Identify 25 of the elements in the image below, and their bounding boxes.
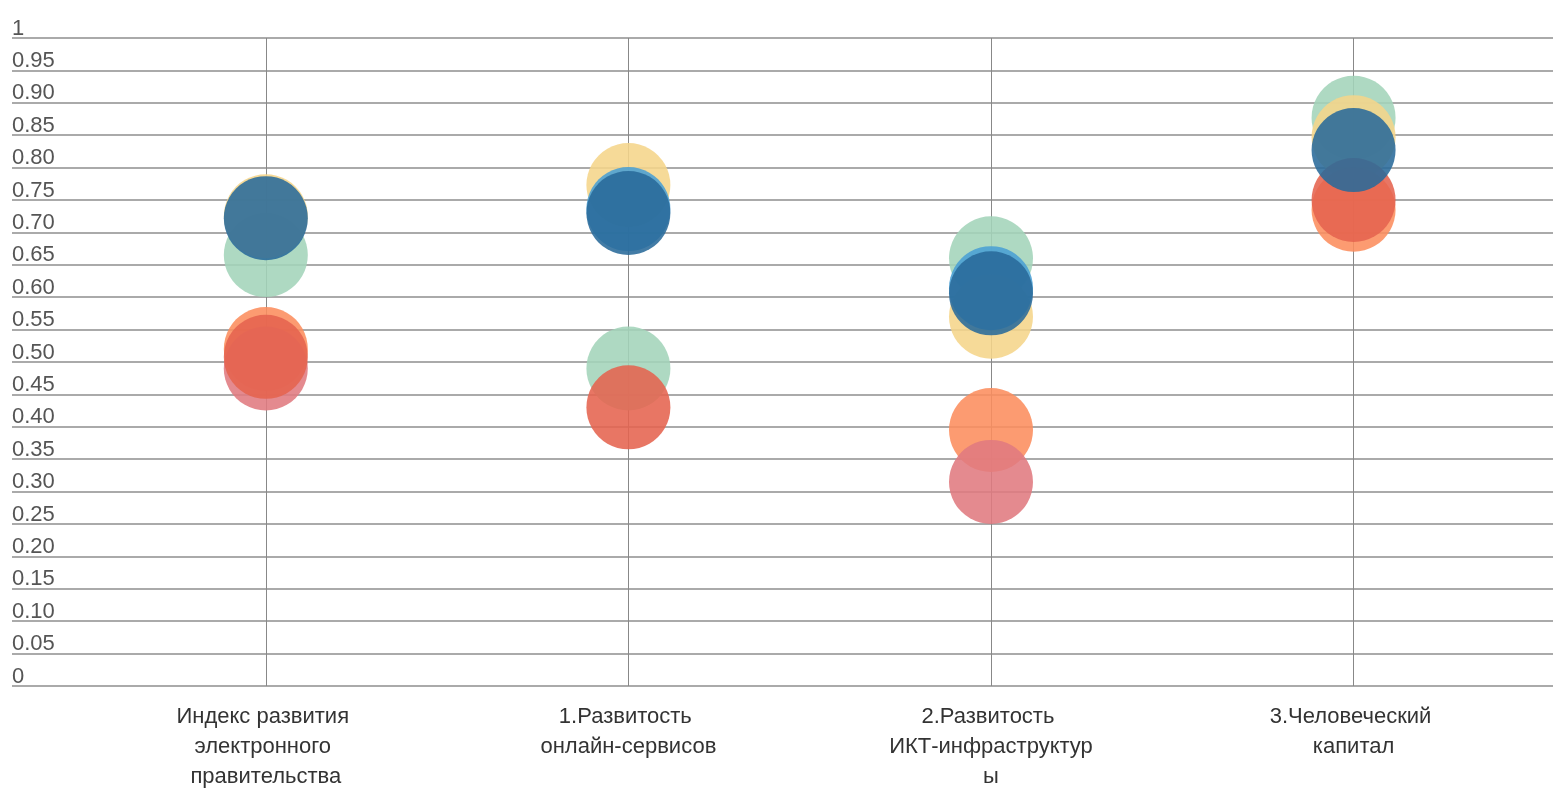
y-tick-label: 0.70: [12, 208, 55, 234]
y-tick-label: 0.25: [12, 500, 55, 526]
y-tick-label: 0.95: [12, 46, 55, 72]
y-tick-label: 0.10: [12, 597, 55, 623]
x-tick-label: 2.Развитость ИКТ-инфраструктуры: [889, 702, 1093, 788]
x-tick-label: 3.Человеческий капитал: [1269, 702, 1438, 758]
y-tick-label: 0.05: [12, 630, 55, 656]
y-tick-label: 0.65: [12, 241, 55, 267]
y-tick-label: 0.15: [12, 565, 55, 591]
y-tick-label: 0.60: [12, 273, 55, 299]
y-tick-label: 0.35: [12, 435, 55, 461]
y-tick-label: 0.45: [12, 370, 55, 396]
y-tick-label: 0.55: [12, 306, 55, 332]
y-tick-label: 0.75: [12, 176, 55, 202]
y-tick-label: 0.40: [12, 403, 55, 429]
y-tick-label: 0.30: [12, 468, 55, 494]
x-tick-label: 1.Развитость онлайн-сервисов: [540, 702, 717, 758]
y-tick-label: 0.90: [12, 79, 55, 105]
y-tick-label: 0.85: [12, 111, 55, 137]
y-tick-label: 0.80: [12, 144, 55, 170]
y-tick-label: 0: [12, 662, 25, 688]
y-tick-label: 0.50: [12, 338, 55, 364]
y-tick-label: 1: [12, 14, 25, 40]
x-tick-label: Индекс развития электронного правительства: [176, 702, 356, 788]
y-tick-label: 0.20: [12, 532, 55, 558]
